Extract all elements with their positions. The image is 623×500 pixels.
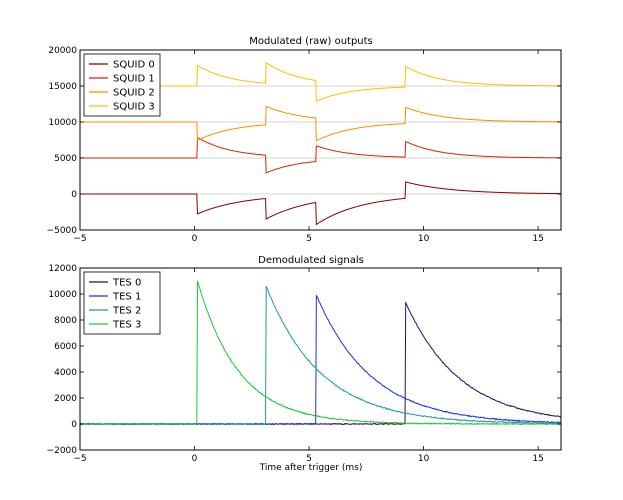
legend-label: TES 1 [112,292,141,303]
x-tick-label: −5 [73,234,86,244]
legend: SQUID 0 SQUID 1 SQUID 2 SQUID 3 [83,53,161,117]
x-tick-label: 10 [418,454,430,464]
series-line-squid-1 [80,136,561,174]
plot-frame [79,49,562,231]
y-tick-label: 10000 [48,118,77,128]
series-line-tes-3 [79,280,562,426]
x-tick-label: −5 [73,454,86,464]
y-tick-label: −2000 [47,446,78,456]
y-tick-label: 0 [71,420,77,430]
chart-modulated-outputs: Modulated (raw) outputs −5 0 5 10 15 −5000 0 5… [47,36,562,244]
series-line-squid-2 [80,105,562,142]
y-tick-label: 8000 [54,316,77,326]
x-tick-label: 15 [532,234,543,244]
x-tick-label: 5 [306,234,312,244]
legend-label: SQUID 0 [113,60,155,71]
y-tick-label: 10000 [48,290,77,300]
chart-title: Modulated (raw) outputs [249,36,373,47]
legend-label: SQUID 1 [113,74,155,85]
chart-title: Demodulated signals [258,255,364,266]
series-line-squid-0 [80,181,561,226]
y-tick-label: 15000 [48,82,77,92]
series-lines [79,280,562,426]
y-tick-label: −5000 [47,226,78,236]
y-tick-label: 5000 [54,154,77,164]
x-axis-label: Time after trigger (ms) [259,463,363,473]
y-axis: −5000 0 5000 10000 15000 20000 [47,46,561,236]
y-axis: −2000 0 2000 4000 6000 8000 10000 12000 [47,264,561,456]
y-tick-label: 2000 [54,394,77,404]
y-tick-label: 0 [71,190,77,200]
legend: TES 0 TES 1 TES 2 TES 3 [83,271,161,335]
legend-label: SQUID 2 [113,88,155,99]
legend-label: SQUID 3 [113,102,155,113]
chart-demodulated-signals: Demodulated signals −5 0 5 10 15 −2000 0 2000 4… [47,255,562,473]
series-lines [80,61,562,226]
x-tick-label: 10 [418,234,430,244]
x-tick-label: 5 [306,454,312,464]
y-tick-label: 20000 [48,46,77,56]
legend-label: TES 2 [112,306,141,317]
x-tick-label: 15 [532,454,543,464]
x-tick-label: 0 [192,234,198,244]
legend-label: TES 0 [112,278,141,289]
y-tick-label: 6000 [54,342,77,352]
x-axis: −5 0 5 10 15 [73,50,544,244]
x-axis: −5 0 5 10 15 [73,268,544,464]
x-tick-label: 0 [192,454,198,464]
legend-label: TES 3 [112,320,141,331]
plot-frame [79,267,562,451]
y-tick-label: 4000 [54,368,77,378]
y-tick-label: 12000 [48,264,77,274]
